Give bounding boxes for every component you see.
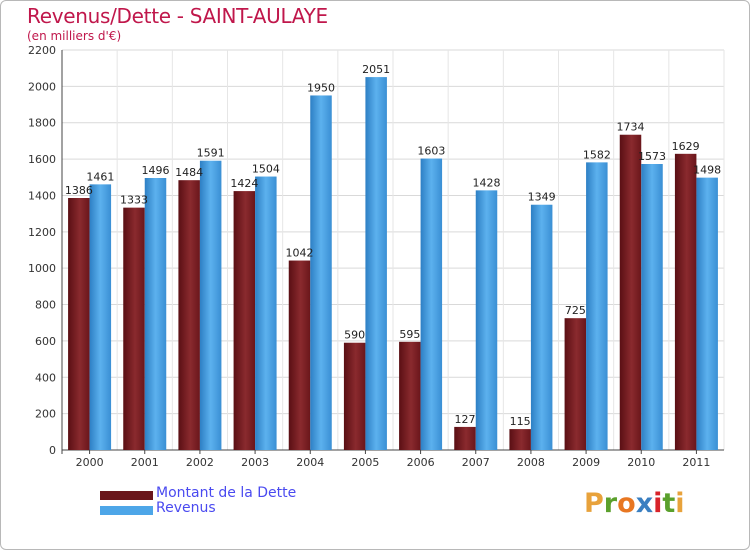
bar-dette	[454, 426, 476, 450]
logo-letter: i	[675, 488, 685, 519]
data-label-dette: 1734	[617, 121, 645, 134]
y-tick-label: 1400	[28, 189, 56, 202]
data-label-revenus: 1349	[528, 191, 556, 204]
grid-lines	[61, 49, 725, 451]
y-tick-label: 0	[49, 444, 56, 457]
data-label-revenus: 1582	[583, 148, 611, 161]
data-label-revenus: 1428	[473, 176, 501, 189]
logo-letter: x	[635, 488, 654, 519]
x-tick-label: 2008	[517, 456, 545, 469]
data-label-dette: 1042	[286, 247, 314, 260]
bar-revenus	[310, 95, 332, 451]
x-tick-label: 2005	[351, 456, 379, 469]
bar-revenus	[420, 158, 443, 450]
data-label-dette: 725	[565, 304, 586, 317]
logo-letter: P	[584, 488, 604, 519]
data-label-dette: 127	[455, 413, 476, 426]
bar-revenus	[144, 178, 167, 450]
data-label-revenus: 1603	[417, 145, 445, 158]
logo-letter: i	[653, 488, 663, 519]
x-tick-label: 2001	[131, 456, 159, 469]
bar-revenus	[475, 190, 498, 450]
x-tick-label: 2009	[572, 456, 600, 469]
bar-dette	[288, 260, 311, 450]
bar-revenus	[255, 176, 277, 450]
data-label-dette: 1386	[65, 184, 93, 197]
legend-label-dette: Montant de la Dette	[156, 485, 297, 501]
logo-letter: r	[603, 488, 618, 519]
logo-letter: o	[617, 488, 636, 519]
data-label-dette: 1484	[175, 166, 203, 179]
y-tick-label: 2000	[28, 80, 56, 93]
data-label-revenus: 1591	[197, 147, 225, 160]
chart-title: Revenus/Dette - SAINT-AULAYE	[27, 4, 328, 28]
x-tick-label: 2010	[627, 456, 655, 469]
x-tick-label: 2006	[407, 456, 435, 469]
data-label-revenus: 1950	[307, 81, 335, 94]
bar-revenus	[199, 160, 222, 450]
bar-revenus	[365, 77, 387, 450]
data-label-revenus: 2051	[362, 63, 390, 76]
bar-revenus	[641, 164, 663, 450]
data-label-dette: 1424	[230, 177, 258, 190]
bar-dette	[178, 180, 200, 450]
bar-revenus	[89, 184, 112, 450]
data-label-revenus: 1573	[638, 150, 666, 163]
data-label-dette: 1629	[672, 140, 700, 153]
data-label-revenus: 1498	[693, 164, 721, 177]
data-label-revenus: 1496	[142, 164, 170, 177]
y-tick-label: 1200	[28, 226, 56, 239]
y-tick-label: 400	[35, 371, 56, 384]
data-label-dette: 1333	[120, 194, 148, 207]
bar-dette	[123, 207, 145, 450]
y-tick-label: 1800	[28, 117, 56, 130]
bar-dette	[509, 429, 531, 450]
logo-letter: t	[662, 488, 676, 519]
bar-revenus	[696, 177, 718, 451]
legend-swatch-revenus	[100, 506, 153, 515]
y-tick-label: 1600	[28, 153, 56, 166]
bar-dette	[564, 318, 587, 450]
axes: 0 200 400 600 800 1000 1200 1400 1600 1800 2000 220…	[28, 44, 724, 469]
y-tick-label: 600	[35, 335, 56, 348]
bar-revenus	[530, 204, 553, 450]
y-tick-label: 1000	[28, 262, 56, 275]
x-tick-label: 2000	[76, 456, 104, 469]
x-tick-label: 2002	[186, 456, 214, 469]
bar-dette	[399, 341, 421, 450]
bar-dette	[68, 198, 90, 450]
chart-subtitle: (en milliers d'€)	[27, 29, 122, 43]
y-tick-label: 200	[35, 408, 56, 421]
y-tick-label: 800	[35, 299, 56, 312]
proxiti-logo: Proxiti	[584, 488, 685, 519]
legend-swatch-dette	[100, 491, 153, 500]
bar-revenus	[586, 162, 608, 450]
bar-dette	[619, 134, 642, 450]
bar-dette	[343, 342, 366, 450]
bar-dette	[233, 191, 256, 450]
bar-dette	[674, 153, 697, 450]
x-tick-label: 2004	[296, 456, 324, 469]
x-tick-label: 2007	[462, 456, 490, 469]
legend-label-revenus: Revenus	[156, 500, 216, 516]
data-label-revenus: 1461	[86, 170, 114, 183]
data-label-revenus: 1504	[252, 163, 280, 176]
data-label-dette: 590	[344, 329, 365, 342]
bars	[68, 77, 718, 451]
data-label-dette: 115	[510, 415, 531, 428]
x-tick-label: 2011	[682, 456, 710, 469]
y-tick-label: 2200	[28, 44, 56, 57]
x-tick-label: 2003	[241, 456, 269, 469]
data-label-dette: 595	[399, 328, 420, 341]
